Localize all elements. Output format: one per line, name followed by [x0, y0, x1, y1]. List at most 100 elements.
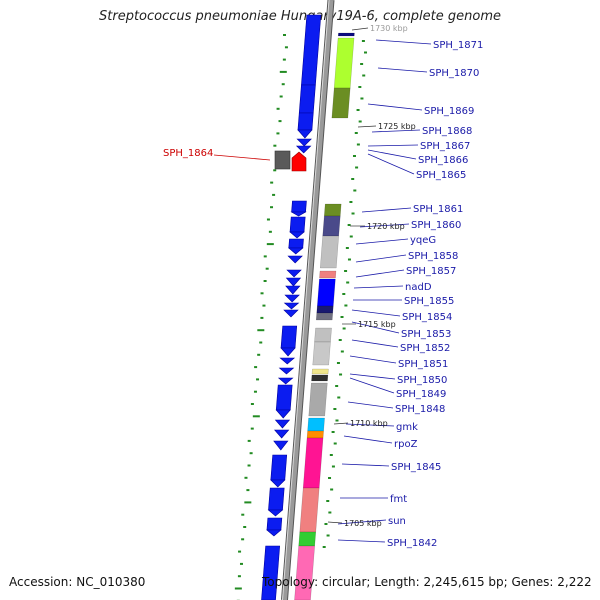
gene-arrow — [285, 277, 302, 287]
gene-color-block — [311, 374, 329, 382]
gene-arrow — [274, 429, 290, 439]
gene-label: SPH_1845 — [391, 462, 441, 473]
gc-dot — [238, 550, 242, 553]
gc-dot — [344, 304, 348, 307]
gene-label: SPH_1871 — [433, 40, 483, 51]
leader-line — [359, 223, 410, 228]
gc-dot — [331, 465, 335, 468]
gene-arrow — [277, 377, 294, 385]
gc-dot — [244, 476, 248, 479]
gc-dot — [263, 255, 267, 258]
gc-dot — [364, 51, 368, 54]
gc-dot — [282, 58, 286, 61]
leader-line — [337, 519, 387, 525]
highlight-leader-line — [213, 154, 271, 161]
gene-arrow — [273, 440, 289, 451]
gene-label: SPH_1852 — [400, 343, 450, 354]
gc-dot — [270, 181, 274, 184]
backbone-line — [282, 0, 334, 600]
gc-dot — [361, 40, 365, 42]
gene-arrow — [285, 285, 301, 295]
gc-dot — [239, 562, 243, 565]
gene-color-block — [311, 368, 329, 375]
gc-dot — [278, 120, 282, 123]
gene-block — [301, 14, 322, 86]
gc-dot — [328, 511, 332, 514]
hypothetical-gene-block — [274, 150, 291, 170]
gc-dot — [360, 63, 364, 65]
gc-dot — [265, 267, 269, 270]
leader-line — [355, 238, 409, 245]
gc-dot — [358, 120, 362, 123]
leader-line — [355, 269, 405, 278]
gene-arrow — [290, 211, 307, 217]
gene-color-block — [331, 87, 351, 119]
leader-line — [337, 539, 386, 543]
gene-arrow — [283, 302, 300, 310]
gene-arrow — [295, 145, 312, 154]
leader-line — [349, 355, 397, 364]
gene-label: SPH_1858 — [408, 251, 458, 262]
gene-color-block — [294, 545, 315, 600]
gene-label: SPH_1854 — [402, 312, 452, 323]
gene-arrow — [278, 367, 295, 375]
gc-dot — [241, 538, 245, 541]
gc-dot — [356, 143, 360, 146]
gc-dot — [250, 403, 254, 405]
gene-arrow — [279, 357, 296, 365]
gc-dot — [326, 534, 330, 537]
gc-dot — [283, 34, 286, 36]
highlight-gene-group — [274, 150, 307, 172]
gc-dot — [259, 341, 263, 344]
gene-label: rpoZ — [394, 439, 418, 450]
gene-arrow — [297, 129, 313, 139]
gene-color-track — [294, 32, 355, 600]
gene-label: yqeG — [410, 235, 436, 246]
gene-color-block — [299, 487, 320, 533]
gene-arrow — [266, 529, 282, 537]
gc-dot — [276, 107, 280, 110]
gc-dot — [324, 523, 328, 525]
gene-arrow — [289, 231, 305, 239]
gc-dot — [342, 293, 346, 295]
gc-dot — [347, 258, 351, 261]
gene-label: SPH_1857 — [406, 266, 456, 277]
kbp-tick-label: 1715 kbp — [358, 320, 396, 329]
gc-dot — [340, 316, 344, 318]
gene-arrow — [275, 409, 291, 419]
gene-label: SPH_1869 — [424, 106, 474, 117]
gc-dot — [262, 304, 266, 307]
gc-dot — [260, 316, 264, 319]
gene-label: SPH_1868 — [422, 126, 472, 137]
gc-dot — [362, 74, 366, 77]
leader-line — [375, 39, 432, 45]
gc-dot — [336, 362, 340, 364]
highlight-gene-label: SPH_1864 — [163, 148, 213, 159]
leader-line — [347, 401, 394, 409]
gc-dot — [337, 396, 341, 399]
leader-line — [351, 339, 399, 348]
leader-line — [351, 309, 401, 317]
leader-line — [367, 149, 417, 160]
gc-dot — [263, 280, 267, 282]
gc-dot — [268, 230, 272, 233]
gc-dot — [331, 431, 335, 433]
gene-arrow — [267, 509, 284, 517]
kbp-tick-label: 1705 kbp — [344, 519, 382, 528]
leader-line — [371, 129, 421, 133]
gc-dot — [252, 415, 260, 418]
gene-color-block — [322, 215, 341, 237]
gc-dot — [344, 270, 348, 272]
gene-arrow — [284, 294, 300, 303]
gene-label: SPH_1850 — [397, 375, 447, 386]
gene-arrow — [287, 247, 304, 255]
leader-line — [367, 144, 419, 147]
gene-block — [289, 216, 306, 233]
leader-line — [341, 463, 390, 467]
leader-line — [343, 435, 393, 444]
gene-label: SPH_1860 — [411, 220, 461, 231]
gc-dot — [250, 427, 254, 430]
gc-dot — [272, 193, 276, 196]
gene-color-block — [333, 37, 355, 89]
gene-label: SPH_1842 — [387, 538, 437, 549]
